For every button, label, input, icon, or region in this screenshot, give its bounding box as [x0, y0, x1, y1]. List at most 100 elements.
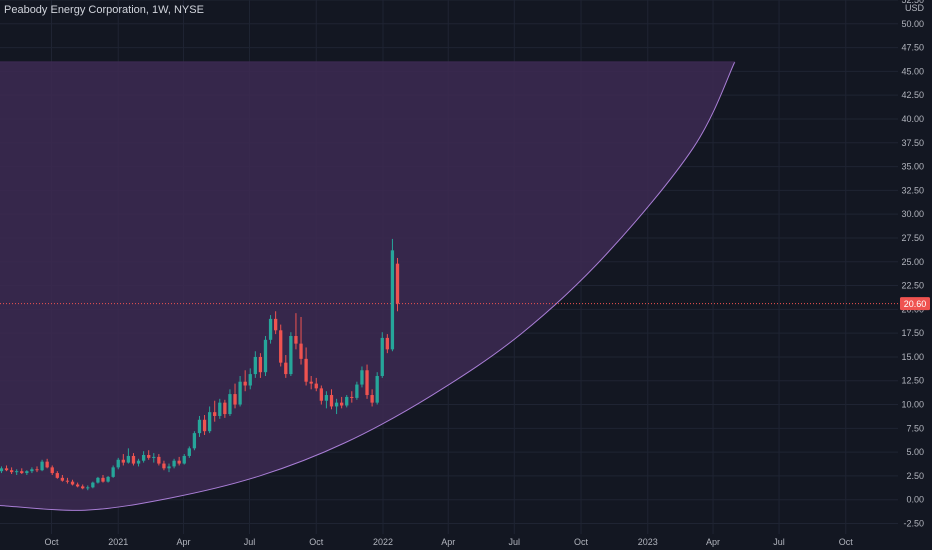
candle[interactable]	[182, 454, 186, 465]
candle[interactable]	[177, 456, 181, 466]
candle[interactable]	[258, 353, 263, 378]
candle[interactable]	[9, 467, 14, 475]
candle[interactable]	[268, 315, 273, 344]
candle[interactable]	[375, 372, 379, 405]
candle-body	[385, 337, 389, 350]
candle[interactable]	[30, 467, 34, 474]
candle[interactable]	[81, 484, 85, 490]
candle[interactable]	[329, 389, 334, 410]
candle[interactable]	[86, 485, 90, 491]
candle[interactable]	[75, 482, 80, 488]
candle[interactable]	[223, 399, 227, 418]
candle[interactable]	[339, 396, 344, 409]
candle[interactable]	[314, 377, 318, 392]
candle[interactable]	[55, 471, 59, 479]
candle[interactable]	[45, 458, 49, 469]
candle[interactable]	[299, 316, 303, 365]
candle-body	[45, 461, 49, 468]
candle[interactable]	[365, 364, 369, 399]
candle[interactable]	[60, 474, 65, 482]
candle[interactable]	[324, 391, 329, 409]
candle[interactable]	[192, 431, 197, 451]
candle-body	[304, 358, 308, 382]
candle[interactable]	[4, 465, 9, 472]
candle[interactable]	[126, 448, 131, 464]
candle[interactable]	[385, 334, 389, 354]
candle-body	[223, 402, 227, 415]
candle[interactable]	[121, 454, 125, 466]
candle[interactable]	[248, 368, 252, 390]
candle[interactable]	[162, 460, 166, 471]
candle[interactable]	[157, 454, 161, 466]
candle[interactable]	[289, 332, 293, 376]
candle[interactable]	[40, 459, 44, 472]
candle[interactable]	[319, 385, 323, 405]
candle[interactable]	[70, 479, 75, 486]
candle-body	[141, 454, 146, 461]
candle[interactable]	[50, 465, 54, 475]
candle[interactable]	[0, 466, 4, 474]
candle[interactable]	[213, 400, 217, 422]
candle-body	[243, 381, 247, 386]
candle[interactable]	[243, 370, 247, 392]
candle[interactable]	[284, 355, 288, 378]
candle[interactable]	[111, 465, 115, 478]
candle-body	[299, 343, 303, 359]
candlestick-series[interactable]	[0, 238, 400, 491]
candle[interactable]	[370, 389, 374, 407]
candle-body	[0, 468, 4, 472]
candle[interactable]	[91, 481, 95, 489]
candle[interactable]	[294, 313, 298, 350]
candle[interactable]	[15, 469, 19, 475]
candle[interactable]	[273, 311, 278, 335]
candle[interactable]	[96, 476, 100, 484]
candle[interactable]	[147, 450, 151, 460]
candle[interactable]	[141, 451, 146, 463]
candle[interactable]	[360, 366, 364, 388]
candle[interactable]	[101, 474, 105, 483]
candle[interactable]	[334, 398, 339, 415]
candle[interactable]	[238, 375, 242, 407]
candle[interactable]	[136, 458, 141, 467]
candle[interactable]	[218, 398, 222, 419]
candle[interactable]	[279, 324, 283, 367]
time-axis[interactable]: Oct 2021 Apr Jul Oct 2022 Apr Jul Oct 2023 Apr Jul O…	[0, 534, 898, 550]
candle[interactable]	[253, 351, 257, 378]
candle[interactable]	[167, 463, 171, 473]
candle[interactable]	[304, 347, 308, 386]
candle[interactable]	[207, 406, 212, 434]
candle-body	[25, 471, 29, 474]
price-tick-label: 27.50	[901, 233, 924, 243]
candle[interactable]	[172, 458, 176, 469]
candle[interactable]	[345, 395, 349, 408]
candle[interactable]	[65, 477, 70, 484]
candle[interactable]	[390, 238, 395, 352]
candle[interactable]	[35, 466, 39, 473]
candle[interactable]	[263, 336, 268, 376]
candle[interactable]	[25, 470, 29, 475]
candle[interactable]	[202, 415, 207, 436]
candle[interactable]	[355, 381, 359, 400]
candle[interactable]	[309, 375, 313, 390]
candle-body	[111, 467, 115, 477]
candle[interactable]	[395, 257, 400, 312]
candle-body	[136, 460, 141, 464]
candle[interactable]	[106, 475, 110, 483]
last-price-badge-bg	[900, 297, 930, 311]
candle[interactable]	[228, 389, 232, 416]
candle[interactable]	[131, 453, 136, 466]
candle[interactable]	[197, 415, 202, 437]
candle[interactable]	[116, 457, 120, 470]
candle[interactable]	[350, 391, 354, 403]
candle[interactable]	[233, 383, 237, 409]
candle[interactable]	[380, 332, 384, 378]
candle-body	[131, 455, 136, 464]
candle-body	[65, 480, 70, 482]
candle[interactable]	[187, 446, 191, 458]
candle[interactable]	[152, 453, 156, 463]
candle-body	[390, 250, 395, 350]
candle[interactable]	[20, 468, 24, 475]
